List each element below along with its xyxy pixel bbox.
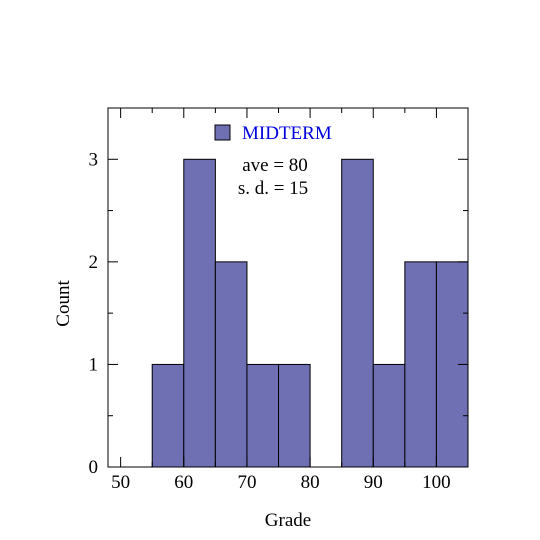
y-tick-label: 2 — [89, 252, 99, 273]
legend: MIDTERM — [214, 123, 332, 144]
histogram-bar — [341, 158, 374, 468]
x-tick-label: 80 — [301, 472, 320, 493]
y-tick-label: 3 — [89, 149, 99, 170]
y-tick-label: 1 — [89, 354, 99, 375]
histogram-bar — [246, 363, 280, 468]
histogram-bar — [183, 158, 216, 468]
y-axis-label: Count — [53, 280, 74, 327]
histogram-bar — [404, 261, 437, 468]
y-tick-label: 0 — [89, 457, 99, 478]
x-axis-label: Grade — [265, 510, 311, 531]
x-tick-label: 70 — [237, 472, 256, 493]
histogram-bar — [214, 261, 248, 468]
histogram-bar — [151, 363, 185, 468]
plot-frame — [107, 107, 469, 468]
annotation-standard-deviation: s. d. = 15 — [238, 178, 308, 199]
x-tick-label: 100 — [422, 472, 451, 493]
x-tick-label: 50 — [111, 472, 130, 493]
x-tick-label: 60 — [174, 472, 193, 493]
axes-layer: 50 60 70 80 90 100 0 1 2 3 — [89, 107, 469, 493]
legend-label: MIDTERM — [242, 123, 332, 144]
annotation-average: ave = 80 — [242, 155, 308, 176]
legend-swatch — [214, 124, 231, 141]
histogram-bar — [278, 363, 311, 468]
x-tick-label: 90 — [364, 472, 383, 493]
histogram-bar — [372, 363, 406, 468]
bars-layer — [151, 158, 469, 468]
